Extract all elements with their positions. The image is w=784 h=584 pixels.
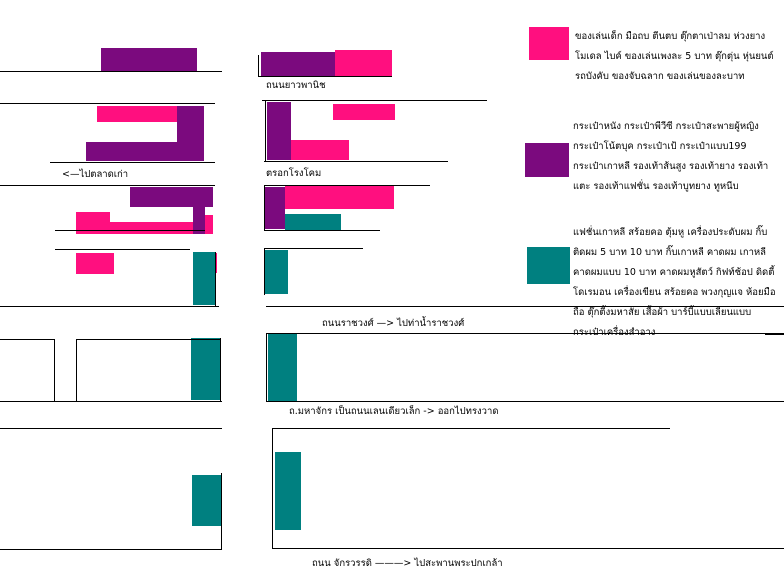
label-rongkhom-alley: ตรอกโรงโคม — [266, 168, 322, 179]
teal-shop-block — [265, 250, 288, 294]
purple-shop-block — [193, 200, 205, 234]
pink-shop-block — [76, 212, 110, 224]
purple-shop-block — [130, 187, 213, 207]
teal-shop-block — [285, 214, 341, 230]
pink-shop-block — [290, 140, 349, 160]
legend-text-toys: ของเล่นเด็ก มือถบ ตีนตบ ตุ๊กตาเป่าลม ห่ว… — [575, 31, 774, 82]
legend-text-fashion: แฟชั่นเกาหลี สร้อยคอ ตุ้มหู เครื่องประดั… — [573, 227, 776, 338]
label-ratchawong-road: ถนนราชวงศ์ —> ไปท่าน้ำราชวงศ์ — [322, 318, 465, 329]
teal-shop-block — [268, 334, 297, 401]
legend-swatch-bags — [525, 143, 569, 177]
teal-shop-block — [192, 475, 222, 526]
pink-shop-block — [285, 185, 394, 209]
pink-shop-block — [97, 106, 177, 122]
pink-shop-block — [76, 222, 194, 234]
legend-text-bags: กระเป๋าหนัง กระเป๋าพีวีซี กระเป๋าสะพายผู… — [573, 121, 769, 192]
pink-shop-block — [76, 253, 114, 274]
purple-shop-block — [267, 102, 291, 160]
legend-swatch-fashion — [527, 247, 570, 284]
pink-shop-block — [205, 215, 213, 234]
teal-shop-block — [193, 252, 215, 305]
label-yaowaphanit-road: ถนนยาวพานิช — [266, 80, 326, 91]
purple-shop-block — [101, 48, 197, 72]
purple-shop-block — [86, 142, 204, 161]
label-to-old-market: <—ไปตลาดเก่า — [62, 169, 129, 180]
purple-shop-block — [265, 187, 285, 229]
teal-shop-block — [275, 452, 301, 530]
pink-shop-block — [333, 104, 395, 120]
legend-swatch-toys — [529, 27, 569, 60]
label-mahachak-road: ถ.มหาจักร เป็นถนนเลนเดียวเล็ก -> ออกไปทร… — [289, 406, 499, 417]
purple-shop-block — [261, 52, 335, 77]
label-chakkrawat-road: ถนน จักรวรรดิ ———> ไปสะพานพระปกเกล้า — [312, 558, 503, 569]
road-lines — [0, 55, 784, 550]
pink-shop-block — [335, 50, 392, 77]
teal-shop-block — [191, 338, 221, 400]
